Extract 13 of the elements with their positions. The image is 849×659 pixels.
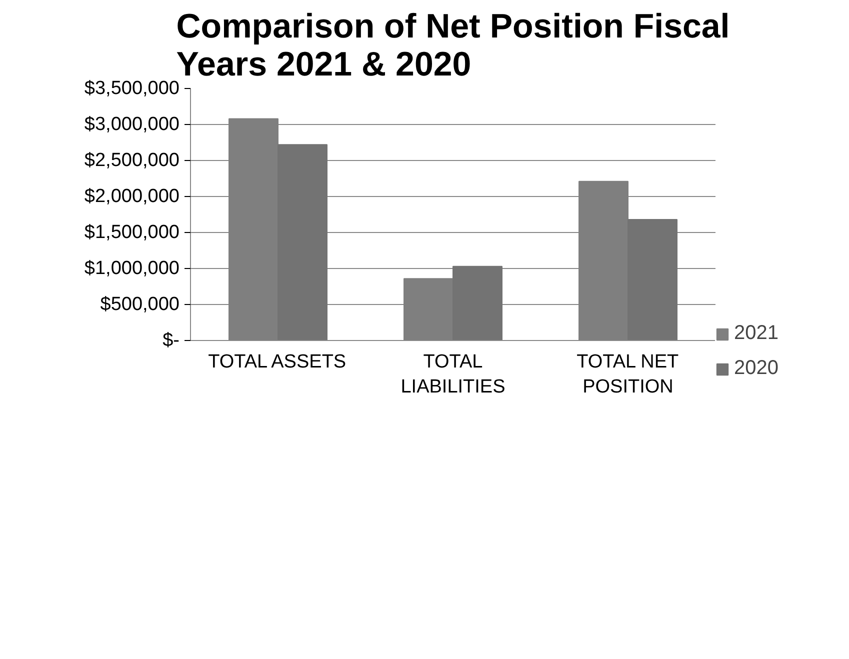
x-tick-label: TOTAL ASSETS [208, 352, 346, 372]
y-tick-label: $1,000,000 [84, 258, 180, 279]
x-tick-label: TOTAL LIABILITIES [400, 352, 506, 398]
x-tick-label: TOTAL NET POSITION [576, 352, 680, 398]
y-tick-label: $500,000 [100, 294, 180, 315]
legend-label: 2020 [734, 357, 778, 380]
legend-label: 2021 [734, 322, 778, 345]
y-tick-label: $3,000,000 [84, 114, 180, 135]
y-tick-label: $2,000,000 [84, 186, 180, 207]
y-tick-label: $1,500,000 [84, 222, 180, 243]
y-tick-label: $2,500,000 [84, 150, 180, 171]
y-tick-label: $3,500,000 [84, 78, 180, 99]
y-tick-label: $- [162, 330, 180, 351]
